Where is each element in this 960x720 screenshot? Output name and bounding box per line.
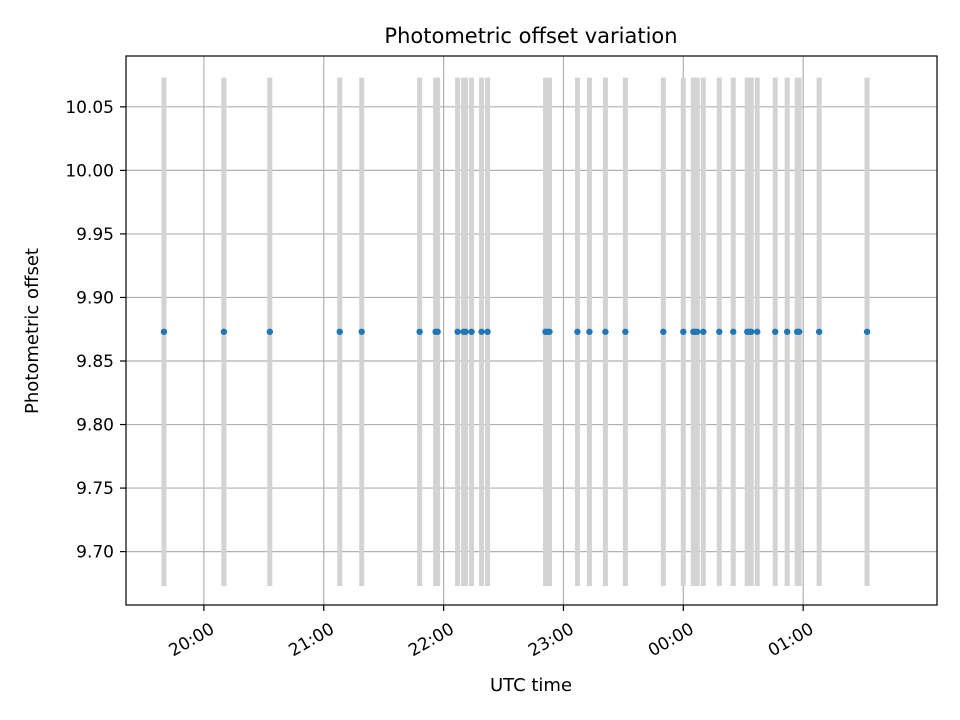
data-point (434, 328, 441, 335)
chart-title: Photometric offset variation (384, 24, 677, 48)
plot-area-frame (125, 55, 938, 606)
y-tick-label: 10.05 (65, 98, 114, 118)
x-tick-label: 23:00 (525, 619, 577, 661)
data-point (462, 328, 469, 335)
y-tick-label: 9.80 (76, 416, 114, 436)
x-axis-label: UTC time (490, 675, 572, 696)
data-point (716, 328, 723, 335)
data-point (336, 328, 343, 335)
data-point (454, 328, 461, 335)
data-point (771, 328, 779, 335)
data-point (783, 328, 791, 335)
data-point (468, 328, 475, 335)
data-point (602, 328, 609, 335)
data-point (220, 328, 228, 335)
grid (126, 56, 937, 605)
x-tick-label: 22:00 (405, 619, 457, 661)
data-point (358, 328, 365, 335)
x-axis-ticks: 20:00 21:00 22:00 23:00 00:00 01:00 (166, 605, 817, 661)
data-point (574, 328, 581, 335)
y-axis-label: Photometric offset (22, 248, 43, 414)
data-points (160, 328, 871, 335)
x-tick-label: 20:00 (166, 619, 218, 661)
data-point (586, 328, 593, 335)
y-tick-label: 9.90 (76, 288, 114, 308)
x-tick-label: 00:00 (645, 619, 697, 661)
data-point (795, 328, 803, 335)
data-point (680, 328, 687, 335)
data-point (660, 328, 667, 335)
data-point (730, 328, 737, 335)
data-point (815, 328, 823, 335)
y-tick-label: 9.85 (76, 352, 114, 372)
x-tick-label: 01:00 (765, 619, 817, 661)
data-point (416, 328, 423, 335)
data-point (546, 328, 553, 335)
data-point (484, 328, 491, 335)
data-point (694, 328, 701, 335)
y-tick-label: 9.75 (76, 479, 114, 499)
data-point (863, 328, 871, 335)
data-point (748, 328, 755, 335)
data-point (754, 328, 761, 335)
y-tick-label: 9.95 (76, 225, 114, 245)
x-tick-label: 21:00 (285, 619, 337, 661)
data-point (622, 328, 629, 335)
y-tick-label: 9.70 (76, 543, 114, 563)
data-point (266, 328, 274, 335)
data-point (478, 328, 485, 335)
data-point (700, 328, 707, 335)
y-axis-ticks: 9.70 9.75 9.80 9.85 9.90 9.95 10.00 10.05 (65, 98, 126, 563)
data-point (160, 328, 168, 335)
y-tick-label: 10.00 (65, 161, 114, 181)
